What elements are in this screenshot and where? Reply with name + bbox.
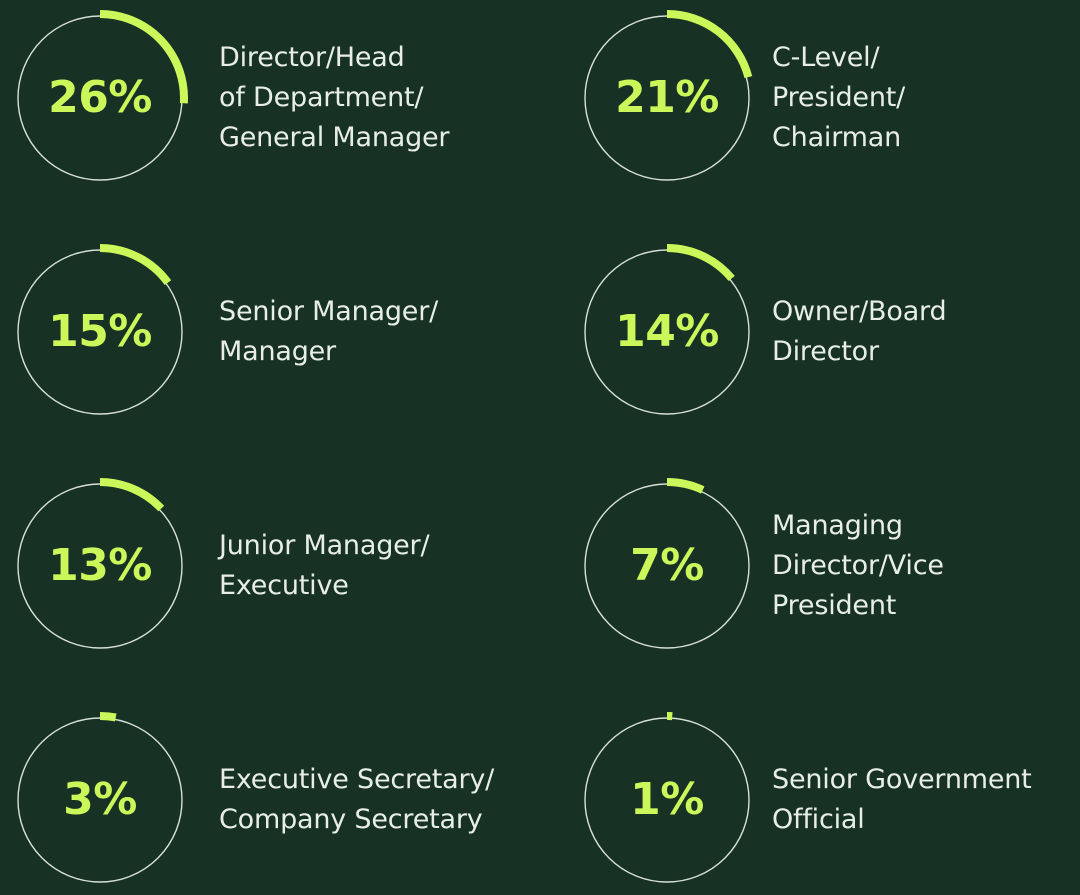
category-label-line: Owner/Board: [772, 292, 1062, 332]
percentage-value: 1%: [587, 772, 747, 828]
category-label-line: Chairman: [772, 118, 1062, 158]
percentage-value: 14%: [587, 304, 747, 360]
ring-value-arc: [667, 482, 703, 490]
stat-tile-executive-secretary: 3% Executive Secretary/ Company Secretar…: [0, 705, 520, 895]
ring-value-arc: [667, 14, 748, 77]
category-label-line: President: [772, 586, 1062, 626]
category-label-line: Executive: [219, 566, 509, 606]
stat-tile-director-head: 26% Director/Head of Department/ General…: [0, 3, 520, 193]
category-label: Senior Government Official: [772, 705, 1062, 895]
stat-tile-senior-manager: 15% Senior Manager/ Manager: [0, 237, 520, 427]
category-label-line: of Department/: [219, 78, 509, 118]
category-label: Owner/Board Director: [772, 237, 1062, 427]
category-label: Junior Manager/ Executive: [219, 471, 509, 661]
percentage-value: 15%: [20, 304, 180, 360]
category-label-line: C-Level/: [772, 38, 1062, 78]
category-label-line: Executive Secretary/: [219, 760, 509, 800]
stat-tile-junior-manager: 13% Junior Manager/ Executive: [0, 471, 520, 661]
category-label-line: Director: [772, 332, 1062, 372]
category-label-line: Managing: [772, 506, 1062, 546]
category-label-line: Director/Head: [219, 38, 509, 78]
ring-value-arc: [100, 248, 168, 283]
category-label-line: Senior Manager/: [219, 292, 509, 332]
category-label-line: Junior Manager/: [219, 526, 509, 566]
category-label: C-Level/ President/ Chairman: [772, 3, 1062, 193]
ring-value-arc: [100, 482, 161, 509]
ring-value-arc: [100, 716, 116, 717]
category-label-line: Senior Government: [772, 760, 1062, 800]
percentage-value: 3%: [20, 772, 180, 828]
stat-tile-senior-government-official: 1% Senior Government Official: [567, 705, 1080, 895]
percentage-value: 26%: [20, 70, 180, 126]
category-label: Executive Secretary/ Company Secretary: [219, 705, 509, 895]
stat-tile-owner-board-director: 14% Owner/Board Director: [567, 237, 1080, 427]
category-label-line: Company Secretary: [219, 800, 509, 840]
category-label: Senior Manager/ Manager: [219, 237, 509, 427]
category-label: Managing Director/Vice President: [772, 471, 1062, 661]
percentage-value: 21%: [587, 70, 747, 126]
category-label-line: General Manager: [219, 118, 509, 158]
percentage-value: 7%: [587, 538, 747, 594]
category-label-line: Director/Vice: [772, 546, 1062, 586]
stat-tile-managing-director: 7% Managing Director/Vice President: [567, 471, 1080, 661]
category-label-line: Manager: [219, 332, 509, 372]
stat-tile-c-level: 21% C-Level/ President/ Chairman: [567, 3, 1080, 193]
category-label-line: Official: [772, 800, 1062, 840]
category-label: Director/Head of Department/ General Man…: [219, 3, 509, 193]
ring-value-arc: [667, 248, 732, 278]
percentage-value: 13%: [20, 538, 180, 594]
category-label-line: President/: [772, 78, 1062, 118]
